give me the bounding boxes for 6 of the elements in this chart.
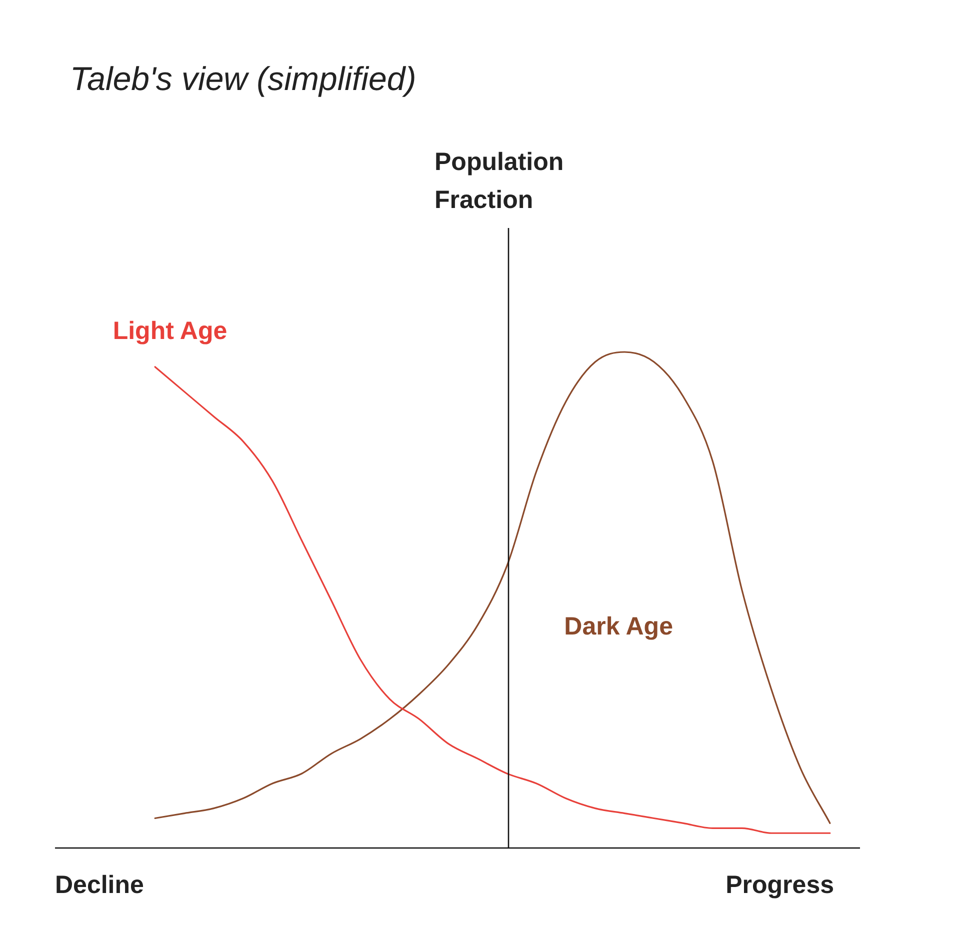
text: Decline	[55, 871, 144, 899]
text: Dark Age	[564, 612, 674, 641]
chart-title: Taleb's view (simplified)	[70, 60, 416, 97]
series-label: Light Age	[112, 316, 228, 345]
text: Population Fraction	[434, 148, 564, 214]
text: Progress	[726, 871, 834, 899]
